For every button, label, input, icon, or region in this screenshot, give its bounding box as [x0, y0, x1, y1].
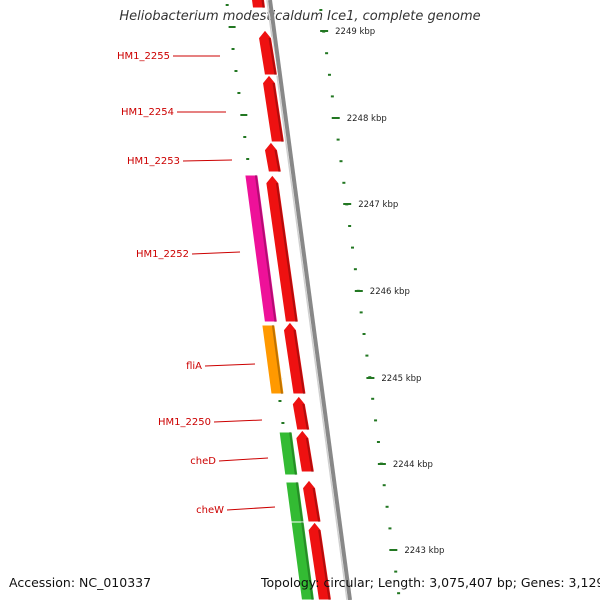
gene-cheD[interactable] — [278, 431, 299, 476]
label-leader — [204, 363, 256, 367]
gene-hm1-2252-shade — [254, 174, 277, 323]
gene-fliA-shade — [271, 324, 284, 395]
gene-hm1-2254[interactable] — [261, 74, 286, 143]
gene-label[interactable]: HM1_2252 — [136, 249, 189, 260]
gene-hm1-2253[interactable] — [263, 141, 283, 173]
kbp-label: 2243 kbp — [404, 546, 444, 556]
gene-label[interactable]: HM1_2254 — [121, 107, 174, 118]
gene-fliA-right-shade — [293, 329, 306, 395]
gene-label[interactable]: HM1_2253 — [127, 156, 180, 167]
gene-label[interactable]: fliA — [186, 361, 202, 372]
gene-hm1-2250[interactable] — [291, 395, 311, 431]
label-leader — [182, 159, 233, 162]
gene-cheW-right-shade — [312, 487, 321, 523]
gene-hm1-2252[interactable] — [244, 174, 279, 323]
gene-cheD-right-shade — [305, 437, 314, 473]
kbp-label: 2247 kbp — [358, 200, 398, 210]
gene-label[interactable]: HM1_2250 — [158, 417, 211, 428]
gene-label[interactable]: HM1_2255 — [117, 51, 170, 62]
kbp-label: 2249 kbp — [335, 27, 375, 37]
gene-label[interactable]: cheW — [196, 505, 224, 516]
topology-text: Topology: circular; Length: 3,075,407 bp… — [261, 575, 600, 590]
backbone-highlight — [266, 0, 348, 600]
genome-backbone — [266, 0, 352, 600]
kbp-label: 2248 kbp — [347, 114, 387, 124]
gene-fliA-right[interactable] — [282, 321, 307, 395]
label-leader — [213, 419, 263, 423]
gene-hm1-2253-shade — [274, 149, 281, 173]
gene-hm1-2255[interactable] — [257, 29, 279, 76]
kbp-label: 2246 kbp — [370, 287, 410, 297]
label-leader — [191, 251, 241, 255]
gene-hm1-2254-shade — [272, 82, 284, 143]
label-leader — [226, 506, 276, 511]
gene-label[interactable]: cheD — [190, 456, 216, 467]
kbp-label: 2244 kbp — [393, 460, 433, 470]
gene-labels: 2249 kbp 2248 kbp 2247 kbp 2246 kbp 2245 kbp… — [117, 27, 444, 556]
backbone-line — [268, 0, 352, 600]
gene-bottom-green[interactable] — [290, 521, 316, 600]
gene-top-partial-shade — [261, 0, 265, 9]
gene-cheW-shade — [295, 481, 304, 523]
gene-cheD-right[interactable] — [295, 429, 316, 473]
accession-text: Accession: NC_010337 — [9, 575, 152, 590]
gene-top-partial[interactable] — [250, 0, 267, 9]
gene-bottom-green-shade — [301, 521, 314, 600]
gene-fliA[interactable] — [261, 324, 285, 395]
gene-features[interactable] — [244, 0, 333, 600]
label-leader — [218, 457, 269, 462]
gene-right-lane[interactable] — [265, 174, 300, 323]
gene-cheW-right[interactable] — [301, 479, 322, 523]
gene-bottom-right-shade — [318, 529, 331, 600]
gene-bottom-right[interactable] — [307, 521, 333, 600]
gene-right-lane-shade — [275, 182, 298, 323]
gene-hm1-2250-shade — [302, 403, 309, 431]
gene-cheD-shade — [289, 431, 297, 476]
gene-hm1-2255-shade — [268, 37, 277, 76]
map-title: Heliobacterium modesticaldum Ice1, compl… — [119, 9, 481, 24]
kbp-label: 2245 kbp — [381, 374, 421, 384]
